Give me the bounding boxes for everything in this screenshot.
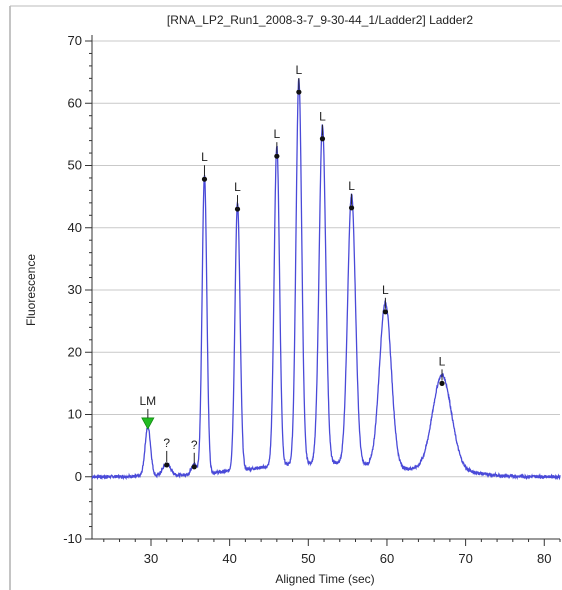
peak-label: LM (140, 394, 157, 408)
peak-label: L (382, 283, 389, 297)
peak-label: L (439, 354, 446, 368)
peak-marker-dot (439, 380, 445, 386)
peak-marker-dot (319, 136, 326, 142)
x-tick-label: 50 (301, 551, 315, 566)
peak-label: L (296, 63, 303, 77)
x-tick-label: 30 (144, 551, 158, 566)
peak-marker-dot (274, 153, 280, 159)
y-tick-label: 50 (68, 158, 82, 173)
y-tick-label: 70 (68, 33, 82, 48)
peak-label: L (273, 127, 280, 141)
y-tick-label: 30 (68, 282, 82, 297)
peak-marker-dot (164, 462, 170, 468)
peak-label: ? (191, 438, 198, 452)
y-tick-label: 60 (68, 95, 82, 110)
peak-marker-dot (201, 176, 208, 182)
x-tick-label: 70 (458, 551, 472, 566)
x-tick-label: 80 (537, 551, 551, 566)
peak-label: L (319, 110, 326, 124)
x-tick-label: 40 (222, 551, 236, 566)
y-tick-label: 0 (75, 469, 82, 484)
y-tick-label: 10 (68, 407, 82, 422)
peak-marker-dot (234, 206, 241, 212)
peak-marker-dot (296, 89, 302, 95)
y-tick-label: 40 (68, 220, 82, 235)
peak-marker-dot (348, 205, 355, 211)
peak-label: L (234, 180, 241, 194)
peak-marker-triangle (141, 417, 155, 430)
peak-label: ? (163, 436, 170, 450)
y-tick-label: 20 (68, 344, 82, 359)
x-tick-label: 60 (380, 551, 394, 566)
fluorescence-trace (91, 78, 561, 481)
peak-marker-dot (191, 464, 197, 470)
peak-label: L (348, 179, 355, 193)
x-axis-title: Aligned Time (sec) (275, 572, 374, 586)
peak-marker-dot (382, 309, 388, 315)
peak-label: L (201, 150, 208, 164)
chart-title: [RNA_LP2_Run1_2008-3-7_9-30-44_1/Ladder2… (167, 13, 474, 27)
y-tick-label: -10 (63, 531, 82, 546)
y-axis-title: Fluorescence (24, 254, 38, 326)
